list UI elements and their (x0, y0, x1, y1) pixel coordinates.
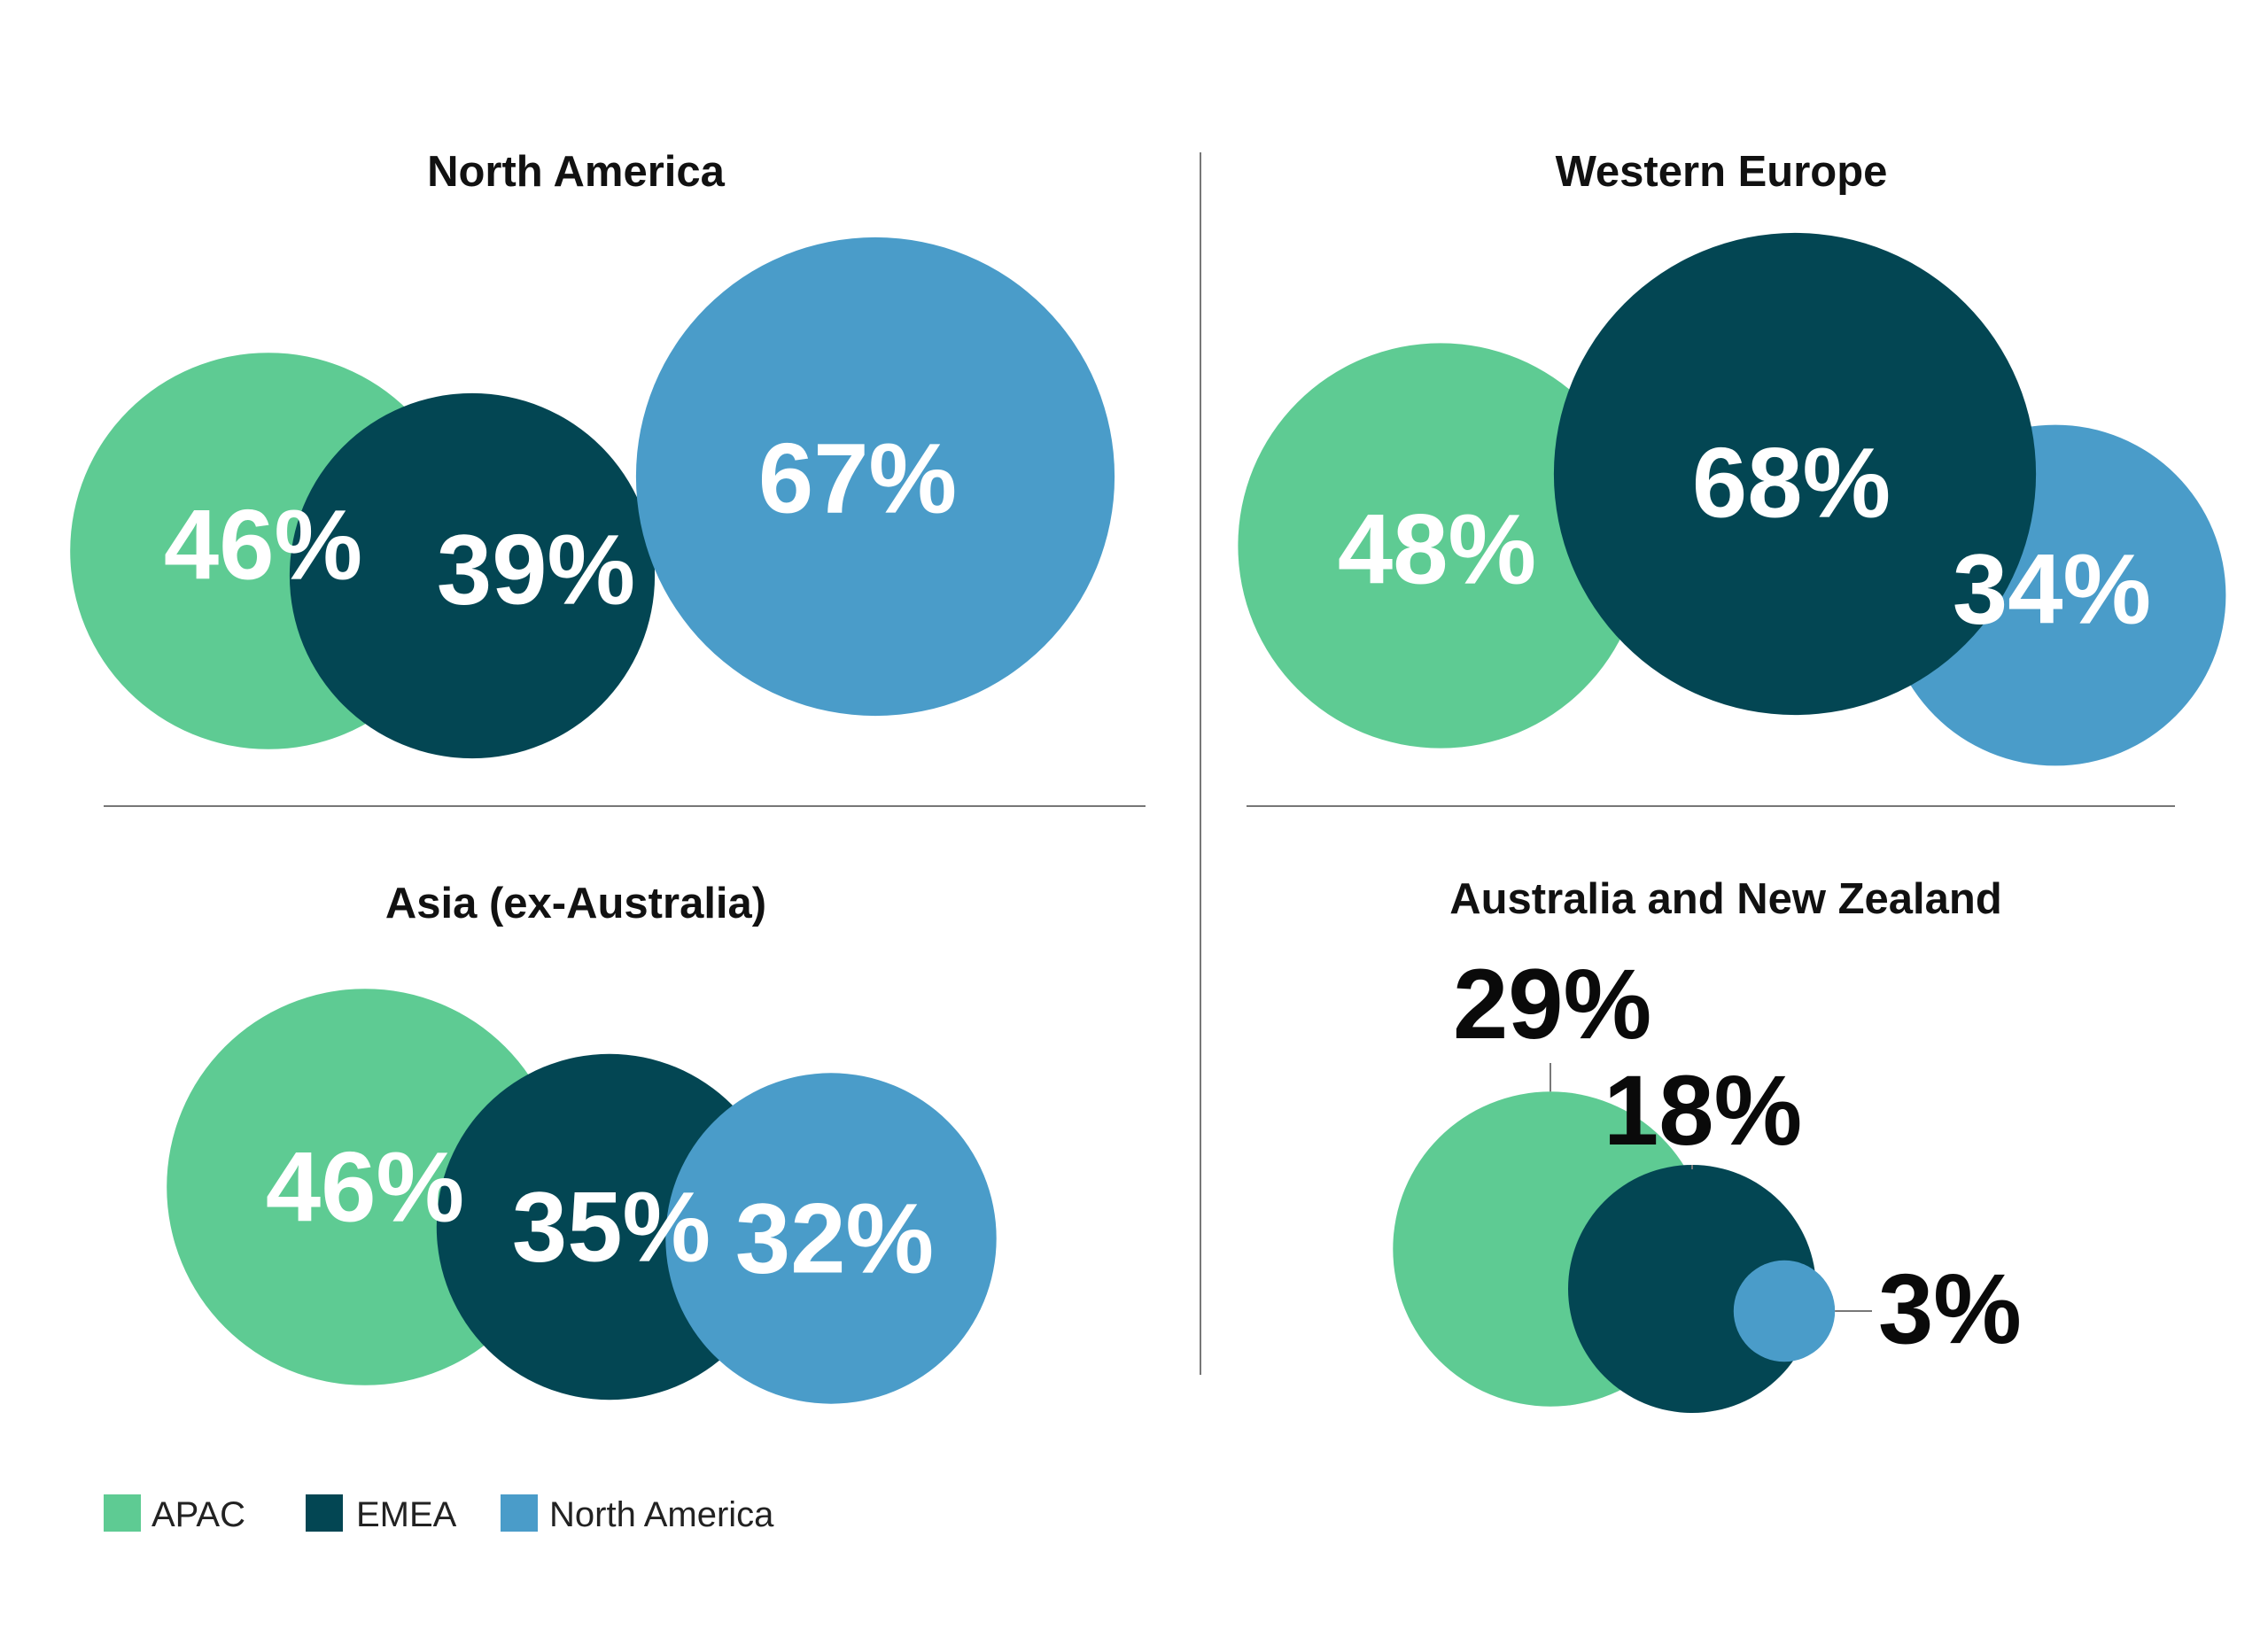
bubble-label-emea: 18% (1604, 1055, 1802, 1166)
bubble-label-emea: 68% (1692, 428, 1891, 539)
bubble-north-america (665, 1073, 997, 1404)
bubble-emea (1553, 232, 2037, 716)
bubble-label-north-america: 67% (758, 423, 957, 534)
bubble-label-emea: 35% (512, 1172, 711, 1283)
bubble-emea (289, 392, 656, 759)
legend: APAC EMEA North America (104, 1494, 774, 1534)
bubble-label-apac: 46% (266, 1132, 464, 1243)
bubble-label-north-america: 32% (735, 1183, 934, 1294)
legend-label-north-america: North America (549, 1495, 774, 1534)
legend-label-emea: EMEA (356, 1495, 457, 1534)
bubble-label-apac: 46% (164, 490, 362, 601)
bubble-label-north-america: 34% (1953, 534, 2151, 645)
bubble-apac (1238, 343, 1643, 749)
bubble-north-america (635, 237, 1115, 717)
panel-title-australia-nz: Australia and New Zealand (1449, 875, 2002, 923)
panel-title-western-europe: Western Europe (1556, 148, 1888, 196)
legend-label-apac: APAC (151, 1495, 245, 1534)
labels-layer: 46% 39% 67% 48% 68% 34% 46% 35% 32% 29%18% 3% (164, 423, 2151, 1365)
panel-title-asia: Asia (ex-Australia) (385, 880, 766, 927)
bubbles-layer (70, 232, 2226, 1413)
panel-title-north-america: North America (427, 148, 726, 196)
legend-swatch-emea (306, 1494, 343, 1532)
bubble-label-north-america: 3% (1878, 1253, 2022, 1364)
bubble-label-apac: 48% (1338, 494, 1536, 605)
bubble-north-america (1733, 1260, 1836, 1362)
bubble-label-emea: 39% (437, 515, 635, 625)
bubble-label-apac: 29% (1453, 949, 1651, 1059)
legend-swatch-apac (104, 1494, 141, 1532)
legend-swatch-north-america (501, 1494, 538, 1532)
